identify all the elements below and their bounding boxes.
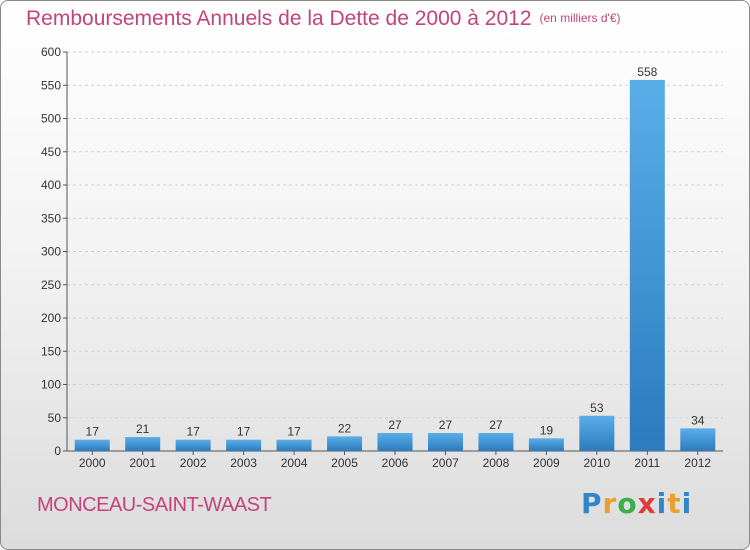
y-tick-label: 150 xyxy=(41,344,61,358)
y-tick-label: 100 xyxy=(41,378,61,392)
x-tick-label: 2000 xyxy=(79,456,106,470)
x-tick-label: 2006 xyxy=(382,456,409,470)
x-tick-label: 2011 xyxy=(634,456,660,470)
y-tick-label: 0 xyxy=(54,444,61,458)
bar xyxy=(226,439,262,451)
x-tick-label: 2001 xyxy=(129,456,156,470)
chart-title: Remboursements Annuels de la Dette de 20… xyxy=(26,7,621,31)
logo-letter: t xyxy=(667,487,682,520)
bars xyxy=(74,79,716,452)
y-tick-label: 450 xyxy=(41,145,61,159)
grid-lines xyxy=(67,51,723,419)
y-tick-label: 500 xyxy=(41,112,61,126)
bar-value-label: 27 xyxy=(388,418,402,432)
logo-letter: i xyxy=(681,487,693,520)
bar xyxy=(629,79,665,452)
logo-letter: r xyxy=(602,487,618,520)
proxiti-logo: Proxiti xyxy=(581,487,692,520)
bar xyxy=(125,437,161,451)
bar xyxy=(276,439,312,451)
x-tick-label: 2012 xyxy=(684,456,711,470)
chart-unit: (en milliers d'€) xyxy=(539,11,621,25)
bar xyxy=(680,428,716,451)
y-tick-label: 600 xyxy=(41,45,61,59)
x-tick-label: 2004 xyxy=(281,456,308,470)
x-tick-label: 2003 xyxy=(230,456,257,470)
y-tick-label: 250 xyxy=(41,278,61,292)
labels: 0 50 100 150 200 250 300 350 400 450 500 550 600 17 20… xyxy=(41,45,711,470)
bar xyxy=(175,439,211,451)
bar-value-label: 558 xyxy=(637,65,657,79)
axes xyxy=(63,51,723,455)
logo-letter: P xyxy=(581,487,603,520)
bar-value-label: 19 xyxy=(540,423,554,437)
bar-value-label: 17 xyxy=(186,425,200,439)
logo-letter: x xyxy=(637,487,657,520)
bar-value-label: 34 xyxy=(691,413,705,427)
x-tick-label: 2002 xyxy=(180,456,207,470)
bar xyxy=(427,433,463,451)
bar xyxy=(327,436,363,451)
bar-value-label: 17 xyxy=(287,425,301,439)
x-tick-label: 2005 xyxy=(331,456,358,470)
y-tick-label: 50 xyxy=(48,411,62,425)
bar xyxy=(377,433,413,451)
bar-value-label: 22 xyxy=(338,421,352,435)
bar xyxy=(579,415,615,451)
y-tick-label: 550 xyxy=(41,78,61,92)
commune-name: MONCEAU-SAINT-WAAST xyxy=(37,494,272,516)
y-tick-label: 350 xyxy=(41,211,61,225)
bar-value-label: 21 xyxy=(136,422,150,436)
logo-letter: i xyxy=(656,487,668,520)
bar xyxy=(74,439,110,451)
bar-value-label: 27 xyxy=(439,418,453,432)
bar-value-label: 53 xyxy=(590,401,604,415)
bar-value-label: 17 xyxy=(237,425,251,439)
x-tick-label: 2008 xyxy=(483,456,510,470)
logo-letter: o xyxy=(617,487,638,520)
y-tick-label: 200 xyxy=(41,311,61,325)
x-tick-label: 2010 xyxy=(583,456,610,470)
y-tick-label: 300 xyxy=(41,245,61,259)
bar-value-label: 27 xyxy=(489,418,503,432)
x-tick-label: 2007 xyxy=(432,456,459,470)
y-tick-label: 400 xyxy=(41,178,61,192)
bar xyxy=(528,438,564,451)
x-tick-label: 2009 xyxy=(533,456,560,470)
bar-value-label: 17 xyxy=(86,425,100,439)
bar xyxy=(478,433,514,451)
chart-title-text: Remboursements Annuels de la Dette de 20… xyxy=(26,7,532,30)
